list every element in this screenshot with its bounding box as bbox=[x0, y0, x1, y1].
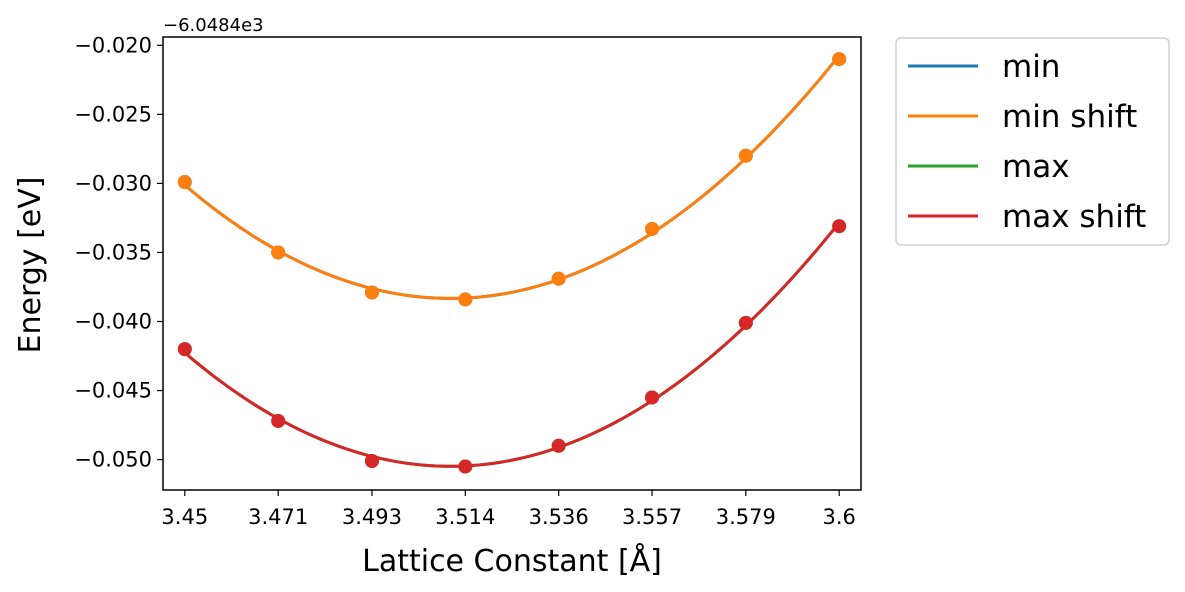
data-point bbox=[551, 271, 566, 286]
data-point bbox=[458, 459, 473, 474]
x-tick-label: 3.45 bbox=[161, 505, 208, 529]
y-tick-label: −0.030 bbox=[74, 171, 152, 195]
data-point bbox=[551, 438, 566, 453]
x-tick-label: 3.493 bbox=[342, 505, 402, 529]
x-tick-label: 3.557 bbox=[622, 505, 682, 529]
data-point bbox=[458, 292, 473, 307]
x-tick-label: 3.579 bbox=[716, 505, 776, 529]
data-point bbox=[645, 221, 660, 236]
y-tick-label: −0.035 bbox=[74, 240, 152, 264]
x-tick-label: 3.514 bbox=[435, 505, 495, 529]
data-point bbox=[832, 219, 847, 234]
data-point bbox=[645, 390, 660, 405]
data-point bbox=[738, 148, 753, 163]
x-axis: 3.45 3.471 3.493 3.514 3.536 3.557 3.579 3.6 bbox=[161, 490, 856, 529]
y-axis: −0.020 −0.025 −0.030 −0.035 −0.040 −0.045 −0.0… bbox=[74, 33, 163, 472]
x-tick-label: 3.471 bbox=[248, 505, 308, 529]
legend: min min shift max max shift bbox=[895, 37, 1170, 246]
y-tick-label: −0.025 bbox=[74, 102, 152, 126]
data-point bbox=[832, 52, 847, 67]
legend-label: min bbox=[1002, 49, 1060, 85]
y-tick-label: −0.050 bbox=[74, 448, 152, 472]
y-tick-label: −0.020 bbox=[74, 33, 152, 57]
plot-area bbox=[162, 36, 862, 491]
plot-frame bbox=[162, 36, 862, 491]
data-point bbox=[271, 245, 286, 260]
x-tick-label: 3.6 bbox=[822, 505, 855, 529]
legend-label: max bbox=[1002, 149, 1070, 185]
legend-label: min shift bbox=[1002, 99, 1137, 135]
series-line-max-shift bbox=[183, 221, 841, 468]
y-tick-label: −0.045 bbox=[74, 379, 152, 403]
series-line-min-shift bbox=[183, 54, 841, 300]
data-point bbox=[738, 315, 753, 330]
legend-label: max shift bbox=[1002, 199, 1146, 235]
x-tick-label: 3.536 bbox=[529, 505, 589, 529]
data-point bbox=[271, 413, 286, 428]
data-point bbox=[364, 453, 379, 468]
legend-box bbox=[895, 37, 1170, 246]
data-point bbox=[177, 342, 192, 357]
data-point bbox=[177, 175, 192, 190]
data-point bbox=[364, 285, 379, 300]
y-axis-label: Energy [eV] bbox=[13, 177, 48, 354]
x-axis-label: Lattice Constant [Å] bbox=[362, 543, 662, 579]
y-tick-label: −0.040 bbox=[74, 310, 152, 334]
y-offset-label: −6.0484e3 bbox=[163, 15, 264, 36]
series-line-min bbox=[183, 54, 841, 300]
series-line-max bbox=[183, 221, 841, 468]
